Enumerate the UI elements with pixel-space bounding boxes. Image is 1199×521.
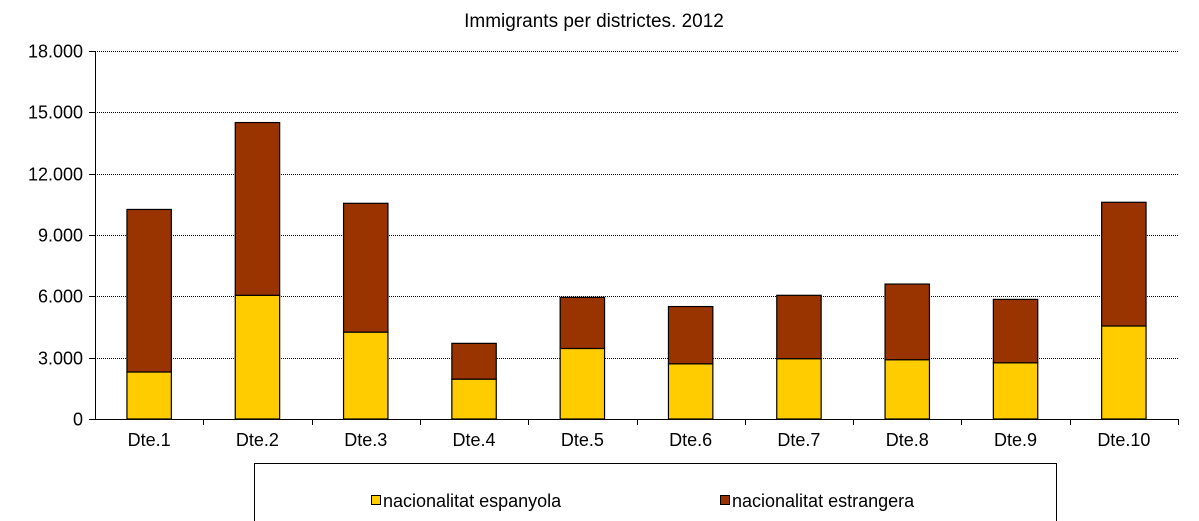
y-tick-label: 12.000 <box>28 165 83 185</box>
bar-dte2-series-0 <box>234 294 281 420</box>
legend-swatch-nacionalitat-estrangera <box>720 495 730 505</box>
bar-dte5-series-0 <box>559 347 606 420</box>
legend-label-nacionalitat-espanyola: nacionalitat espanyola <box>383 491 562 511</box>
bar-dte7-series-0 <box>776 358 822 420</box>
bar-dte4-series-1 <box>451 342 497 380</box>
bar-dte5-series-1 <box>559 296 606 350</box>
x-tick-label: Dte.8 <box>886 430 929 450</box>
y-tick-label: 6.000 <box>38 287 83 307</box>
x-tick-label: Dte.4 <box>453 430 496 450</box>
chart-title: Immigrants per districtes. 2012 <box>464 11 724 32</box>
legend-swatch-nacionalitat-espanyola <box>371 495 381 505</box>
legend-box <box>254 463 1057 521</box>
x-tick-label: Dte.5 <box>561 430 604 450</box>
axes: 0 3.000 6.000 9.000 12.000 15.000 18.000 Dte.1 D… <box>28 42 1179 450</box>
x-tick-label: Dte.7 <box>777 430 820 450</box>
bar-dte8-series-0 <box>884 359 931 420</box>
y-tick-label: 3.000 <box>38 349 83 369</box>
bar-dte6-series-1 <box>667 305 714 365</box>
x-tick-label: Dte.9 <box>994 430 1037 450</box>
bar-dte8-series-1 <box>884 283 931 361</box>
bar-dte4-series-0 <box>451 378 497 420</box>
bar-dte3-series-0 <box>342 331 389 420</box>
y-tick-label: 18.000 <box>28 42 83 62</box>
x-tick-label: Dte.1 <box>128 430 171 450</box>
bar-dte9-series-1 <box>992 298 1039 364</box>
bar-dte1-series-1 <box>126 208 172 373</box>
x-tick-label: Dte.10 <box>1097 430 1150 450</box>
x-tick-label: Dte.2 <box>236 430 279 450</box>
x-tick-label: Dte.6 <box>669 430 712 450</box>
bar-dte1-series-0 <box>126 371 172 420</box>
bar-dte7-series-1 <box>776 294 822 360</box>
y-tick-label: 15.000 <box>28 103 83 123</box>
bar-dte9-series-0 <box>992 362 1039 420</box>
x-tick-label: Dte.3 <box>344 430 387 450</box>
legend: nacionalitat espanyola nacionalitat estr… <box>254 463 1057 521</box>
y-tick-label: 0 <box>73 410 83 430</box>
bar-dte2-series-1 <box>234 121 281 296</box>
bars <box>126 121 1147 420</box>
y-tick-label: 9.000 <box>38 226 83 246</box>
bar-dte3-series-1 <box>342 202 389 333</box>
bar-dte10-series-0 <box>1101 325 1147 420</box>
bar-dte10-series-1 <box>1101 201 1147 327</box>
bar-dte6-series-0 <box>667 363 714 420</box>
legend-label-nacionalitat-estrangera: nacionalitat estrangera <box>732 491 915 511</box>
